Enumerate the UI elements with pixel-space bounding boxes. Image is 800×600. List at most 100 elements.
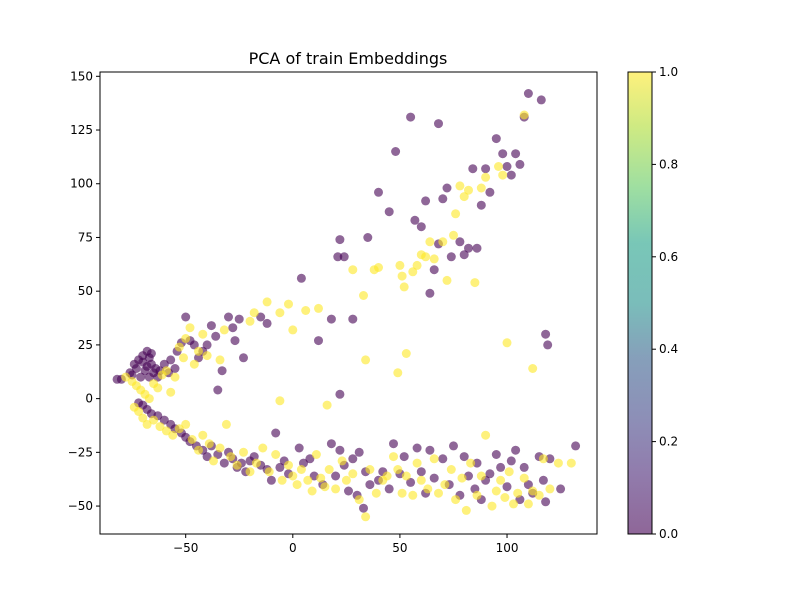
data-point-class-1 xyxy=(249,308,259,318)
data-point-class-1 xyxy=(481,430,491,440)
data-point-class-1 xyxy=(149,415,159,425)
points-layer xyxy=(112,89,581,522)
data-point-class-1 xyxy=(359,291,368,300)
colorbar-tick-label: 0.2 xyxy=(659,435,678,449)
data-point-class-1 xyxy=(288,325,298,335)
data-point-class-1 xyxy=(451,209,461,219)
data-point-class-0 xyxy=(511,149,521,159)
data-point-class-1 xyxy=(288,471,298,481)
data-point-class-0 xyxy=(266,475,276,485)
data-point-class-1 xyxy=(509,499,518,509)
data-point-class-0 xyxy=(536,95,546,105)
data-point-class-1 xyxy=(412,260,422,270)
data-point-class-0 xyxy=(498,149,508,159)
data-point-class-1 xyxy=(209,456,218,466)
data-point-class-1 xyxy=(361,355,371,365)
data-point-class-1 xyxy=(481,172,491,182)
data-point-class-0 xyxy=(344,486,353,496)
data-point-class-1 xyxy=(322,400,332,410)
data-point-class-0 xyxy=(429,265,439,275)
data-point-class-0 xyxy=(275,462,285,472)
data-point-class-0 xyxy=(485,469,495,479)
y-tick-label: 25 xyxy=(78,338,93,352)
data-point-class-0 xyxy=(384,484,394,494)
colorbar-tick-label: 0.0 xyxy=(659,527,678,541)
data-point-class-1 xyxy=(538,454,548,464)
data-point-class-0 xyxy=(202,452,212,462)
data-point-class-0 xyxy=(234,314,244,324)
data-point-class-1 xyxy=(161,366,171,376)
data-point-class-1 xyxy=(449,230,458,240)
data-point-class-1 xyxy=(464,185,473,195)
y-tick-label: 100 xyxy=(70,177,93,191)
data-point-class-0 xyxy=(131,364,141,373)
data-point-class-1 xyxy=(401,471,411,481)
data-point-class-1 xyxy=(226,452,236,462)
data-point-class-1 xyxy=(472,490,482,500)
data-point-class-0 xyxy=(305,454,315,464)
data-point-class-0 xyxy=(506,456,516,466)
data-point-class-0 xyxy=(146,349,156,358)
data-point-class-1 xyxy=(284,460,293,470)
data-point-class-1 xyxy=(262,297,272,307)
data-point-class-1 xyxy=(215,355,225,365)
data-point-class-1 xyxy=(144,394,154,404)
x-tick-label: 50 xyxy=(392,541,407,555)
data-point-class-0 xyxy=(206,321,216,331)
colorbar-tick-label: 0.6 xyxy=(659,250,678,264)
data-point-class-0 xyxy=(442,183,452,193)
data-point-class-1 xyxy=(395,260,405,270)
data-point-class-1 xyxy=(292,480,302,490)
data-point-class-1 xyxy=(498,170,508,180)
colorbar-tick-label: 0.8 xyxy=(659,157,678,171)
data-point-class-0 xyxy=(502,162,512,171)
data-point-class-0 xyxy=(170,364,180,373)
data-point-class-0 xyxy=(406,477,416,487)
data-point-class-1 xyxy=(251,458,261,468)
data-point-class-0 xyxy=(515,159,525,169)
colorbar: 0.0 0.2 0.4 0.6 0.8 1.0 xyxy=(627,65,678,541)
y-tick-label: 125 xyxy=(70,123,93,137)
data-point-class-1 xyxy=(198,329,208,339)
data-point-class-0 xyxy=(219,458,229,468)
data-point-class-0 xyxy=(294,443,304,453)
y-tick-label: 50 xyxy=(78,284,93,298)
data-point-class-1 xyxy=(421,252,431,262)
data-point-class-0 xyxy=(359,503,368,513)
data-point-class-1 xyxy=(455,181,465,191)
data-point-class-1 xyxy=(397,488,407,498)
data-point-class-1 xyxy=(397,271,407,281)
data-point-class-0 xyxy=(224,312,233,322)
data-point-class-0 xyxy=(506,170,516,180)
data-point-class-0 xyxy=(472,243,482,253)
data-point-class-1 xyxy=(168,430,178,440)
data-point-class-1 xyxy=(181,419,191,429)
data-point-class-1 xyxy=(311,450,321,459)
colorbar-frame xyxy=(627,71,653,535)
data-point-class-1 xyxy=(189,359,199,369)
data-point-class-0 xyxy=(523,480,533,490)
data-point-class-1 xyxy=(534,490,544,500)
data-point-class-1 xyxy=(232,460,242,470)
data-point-class-1 xyxy=(416,475,426,485)
data-point-class-0 xyxy=(144,372,154,382)
data-point-class-0 xyxy=(485,187,495,197)
data-point-class-0 xyxy=(230,336,240,346)
data-point-class-1 xyxy=(348,265,358,275)
data-point-class-0 xyxy=(519,462,529,472)
data-point-class-1 xyxy=(354,495,364,505)
data-point-class-1 xyxy=(138,413,148,423)
data-point-class-0 xyxy=(384,207,394,217)
data-point-class-1 xyxy=(393,465,403,474)
y-tick-label: −50 xyxy=(68,499,93,513)
data-point-class-1 xyxy=(121,372,131,382)
data-point-class-0 xyxy=(438,194,448,204)
data-point-class-1 xyxy=(303,475,313,485)
data-point-class-1 xyxy=(438,237,448,247)
data-point-class-1 xyxy=(219,325,229,335)
data-point-class-1 xyxy=(365,465,375,474)
data-point-class-0 xyxy=(354,447,364,457)
data-point-class-0 xyxy=(138,357,148,367)
data-point-class-0 xyxy=(438,454,448,464)
data-point-class-1 xyxy=(487,501,497,511)
